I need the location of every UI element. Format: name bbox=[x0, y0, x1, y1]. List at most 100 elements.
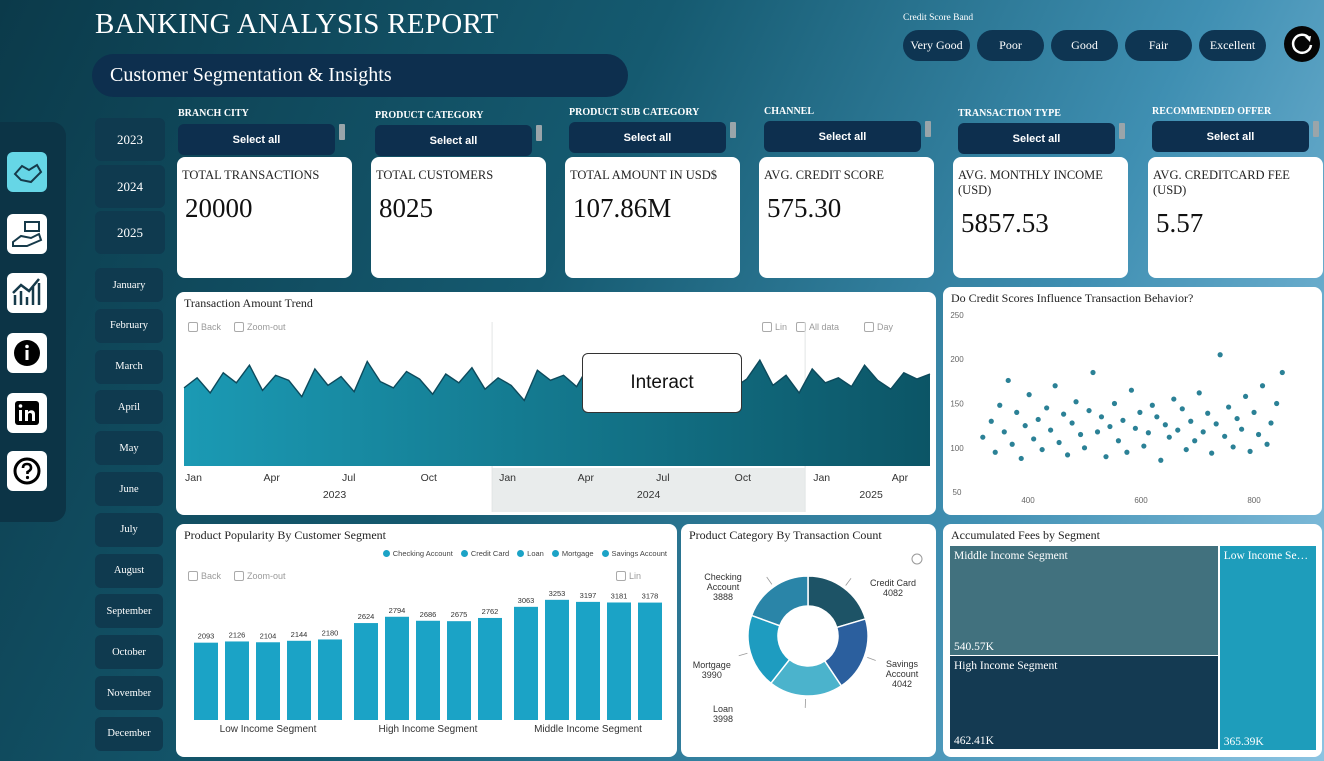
info-icon[interactable] bbox=[7, 333, 47, 373]
scatter-point bbox=[1120, 417, 1126, 423]
help-icon[interactable] bbox=[7, 451, 47, 491]
month-button[interactable]: July bbox=[95, 512, 163, 547]
scatter-point bbox=[1073, 399, 1079, 405]
leader-line bbox=[766, 576, 773, 585]
linkedin-n bbox=[25, 410, 35, 421]
chart-panel: 50 100 150 200 250 400 600 800 Do Credit Scores … bbox=[943, 287, 1322, 515]
band-option[interactable]: Poor bbox=[977, 30, 1044, 61]
help-icon[interactable] bbox=[911, 553, 923, 565]
filter-dropdown[interactable]: Select all bbox=[1152, 121, 1309, 152]
scatter-point bbox=[1141, 443, 1147, 449]
month-button[interactable]: August bbox=[95, 553, 163, 588]
scatter-point bbox=[1069, 420, 1075, 426]
month-button[interactable]: September bbox=[95, 594, 163, 629]
kpi-label: TOTAL TRANSACTIONS bbox=[182, 168, 320, 182]
data-label: 3178 bbox=[642, 592, 659, 601]
legend-item: Savings Account bbox=[601, 549, 667, 558]
legend-swatch bbox=[551, 550, 559, 557]
toolbar-item[interactable]: Lin bbox=[616, 571, 641, 581]
year-button[interactable]: 2024 bbox=[95, 165, 165, 208]
data-label: 2675 bbox=[451, 610, 468, 619]
legend-label: Credit Card bbox=[470, 549, 510, 558]
scatter-point bbox=[1205, 410, 1211, 416]
cell-value: 462.41K bbox=[954, 735, 994, 748]
refresh-arrow bbox=[1305, 36, 1311, 42]
x-group-label: 2023 bbox=[323, 489, 347, 501]
filter-dropdown[interactable]: Select all bbox=[375, 125, 532, 156]
scatter-point bbox=[1018, 455, 1024, 462]
handshake bbox=[13, 163, 43, 184]
filter-dropdown[interactable]: Select all bbox=[178, 124, 335, 155]
scatter-point bbox=[1077, 431, 1084, 438]
toolbar-item[interactable]: Back bbox=[188, 571, 221, 581]
month-button[interactable]: May bbox=[95, 431, 163, 466]
toolbar-label: Lin bbox=[629, 571, 642, 581]
leader-line bbox=[867, 657, 876, 661]
year-button[interactable]: 2025 bbox=[95, 211, 165, 254]
x-tick-label: Low Income Segment bbox=[220, 724, 317, 735]
bar bbox=[607, 602, 631, 720]
month-button[interactable]: June bbox=[95, 472, 163, 506]
band-option[interactable]: Very Good bbox=[903, 30, 970, 61]
scatter-point bbox=[1026, 392, 1032, 398]
chart-panel: Credit Card 4082 Savings Account 4042 Loan 39… bbox=[681, 524, 936, 757]
month-button[interactable]: November bbox=[95, 676, 163, 710]
bill bbox=[24, 221, 40, 232]
scatter-point bbox=[1242, 393, 1249, 400]
filter-scrollbar bbox=[730, 122, 736, 138]
kpi-card: AVG. MONTHLY INCOME (USD) 5857.53 bbox=[953, 157, 1128, 278]
month-button[interactable]: March bbox=[95, 349, 163, 384]
kpi-value: 5.57 bbox=[1156, 208, 1204, 238]
band-option[interactable]: Fair bbox=[1125, 30, 1192, 61]
sidebar bbox=[0, 122, 66, 522]
filter-dropdown[interactable]: Select all bbox=[958, 123, 1115, 154]
toolbar-icon bbox=[864, 322, 874, 332]
scatter-point bbox=[1048, 427, 1054, 433]
month-button[interactable]: December bbox=[95, 716, 163, 751]
filter-dropdown[interactable]: Select all bbox=[569, 122, 726, 153]
scatter-point bbox=[1009, 441, 1015, 447]
refresh-button[interactable] bbox=[1284, 26, 1320, 62]
refresh-bg bbox=[1284, 26, 1320, 62]
scatter-point bbox=[1081, 445, 1088, 451]
data-label: 2126 bbox=[229, 630, 246, 639]
bar bbox=[287, 640, 311, 720]
x-tick-label: Jan bbox=[185, 472, 202, 484]
filter-scrollbar bbox=[1119, 123, 1125, 139]
analytics-icon[interactable] bbox=[7, 273, 47, 313]
donut-label-value: 3888 bbox=[712, 591, 734, 602]
toolbar-item[interactable]: Back bbox=[188, 322, 221, 332]
scatter-point bbox=[1103, 454, 1109, 460]
year-button[interactable]: 2023 bbox=[95, 118, 165, 161]
toolbar-icon bbox=[616, 571, 626, 581]
scatter-point bbox=[1192, 438, 1198, 444]
band-option[interactable]: Good bbox=[1051, 30, 1118, 61]
toolbar-item[interactable]: Zoom-out bbox=[234, 322, 286, 332]
filter-dropdown[interactable]: Select all bbox=[764, 121, 921, 152]
legend-swatch bbox=[601, 550, 609, 557]
toolbar-item[interactable]: Day bbox=[864, 322, 893, 332]
scatter-point bbox=[1209, 450, 1215, 456]
toolbar-item[interactable]: Lin bbox=[762, 322, 787, 332]
donut-label: Loan 3998 bbox=[700, 704, 746, 724]
bar bbox=[194, 642, 218, 720]
filter-label: RECOMMENDED OFFER bbox=[1152, 106, 1272, 117]
scatter-point bbox=[1022, 423, 1028, 429]
month-button[interactable]: April bbox=[95, 390, 163, 425]
band-option[interactable]: Excellent bbox=[1199, 30, 1266, 61]
donut-label-name: Loan bbox=[712, 703, 734, 714]
scatter-point bbox=[1154, 414, 1160, 420]
scatter-point bbox=[1255, 431, 1262, 438]
finance-icon[interactable] bbox=[7, 214, 47, 254]
month-button[interactable]: January bbox=[95, 268, 163, 302]
donut-label: Mortgage 3990 bbox=[689, 660, 735, 680]
linkedin-icon[interactable] bbox=[7, 393, 47, 433]
linkedin-i bbox=[19, 410, 22, 421]
interact-button[interactable]: Interact bbox=[582, 353, 742, 413]
subtitle-pill: Customer Segmentation & Insights bbox=[92, 54, 628, 97]
toolbar-item[interactable]: Zoom-out bbox=[234, 571, 286, 581]
segmentation-icon[interactable] bbox=[7, 152, 47, 192]
month-button[interactable]: February bbox=[95, 308, 163, 343]
treemap-cell: Low Income Segment 365.39K bbox=[1219, 546, 1317, 750]
month-button[interactable]: October bbox=[95, 635, 163, 670]
